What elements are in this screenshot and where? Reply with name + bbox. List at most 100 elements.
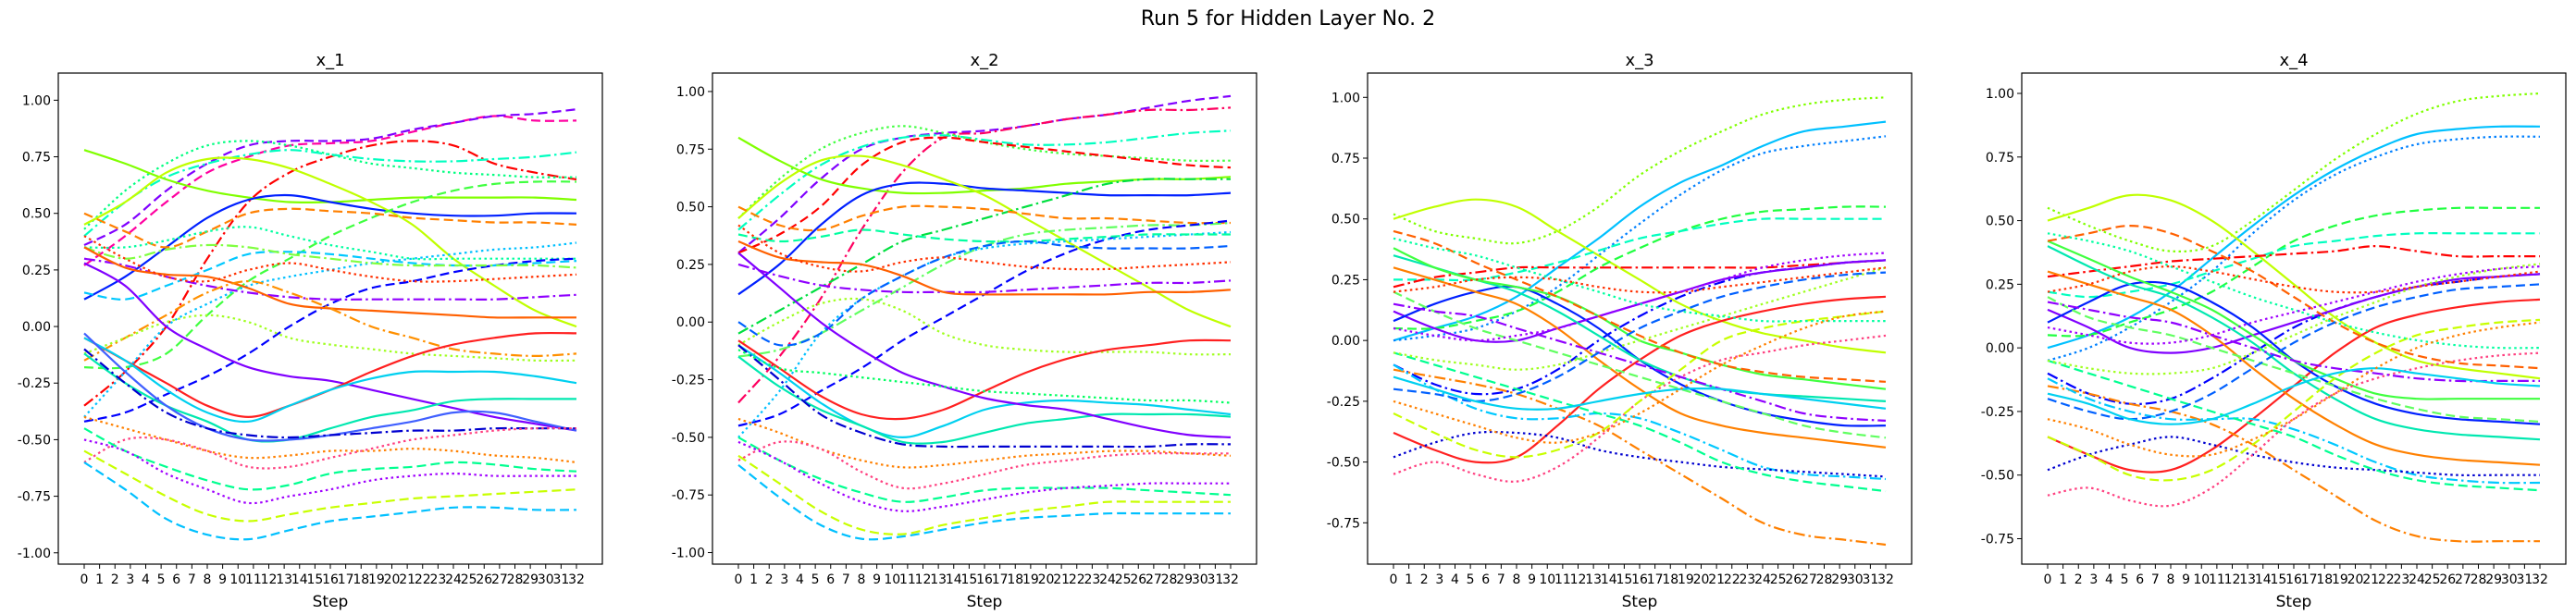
y-tick-label: -0.50 (1981, 469, 2014, 484)
series-line-7 (737, 181, 1232, 296)
y-tick-label: 0.25 (676, 258, 705, 273)
x-tick-label: 6 (2136, 572, 2144, 587)
series-line-4 (737, 125, 1232, 219)
x-tick-label: 17 (992, 572, 1009, 587)
series-line-1 (2047, 92, 2541, 252)
series-line-26 (83, 415, 577, 463)
series-line-30 (737, 349, 1232, 404)
y-tick-label: 0.75 (676, 142, 705, 157)
series-line-22 (83, 337, 577, 424)
y-tick-label: 0.75 (1331, 152, 1360, 166)
series-line-25 (1393, 237, 1886, 323)
series-line-18 (83, 279, 577, 362)
subplot-title: x_3 (1625, 51, 1653, 70)
x-tick-label: 0 (80, 572, 89, 587)
series-line-21 (737, 355, 1232, 445)
x-tick-label: 19 (1022, 572, 1039, 587)
x-tick-label: 30 (538, 572, 554, 587)
x-tick-label: 20 (1693, 572, 1710, 587)
y-tick-label: -0.50 (18, 433, 51, 448)
x-tick-label: 27 (1801, 572, 1817, 587)
series-line-16 (83, 257, 577, 301)
y-tick-label: -0.75 (18, 490, 51, 505)
series-line-9 (83, 180, 577, 370)
y-tick-label: 0.75 (1986, 151, 2014, 166)
x-tick-label: 13 (276, 572, 292, 587)
y-tick-label: 0.00 (1331, 334, 1360, 349)
y-tick-label: 0.25 (1331, 273, 1360, 288)
y-tick-label: -0.50 (1327, 456, 1360, 471)
x-tick-label: 15 (1616, 572, 1632, 587)
x-tick-label: 11 (2209, 572, 2225, 587)
x-tick-label: 3 (126, 572, 134, 587)
y-tick-label: 0.50 (1986, 215, 2014, 229)
x-tick-label: 6 (1481, 572, 1490, 587)
series-line-4 (2047, 193, 2541, 380)
series-line-9 (737, 178, 1231, 335)
y-tick-label: -0.25 (672, 374, 705, 388)
subplot-x_4: x_41.000.750.500.250.00-0.25-0.50-0.750 1… (1981, 51, 2567, 611)
x-tick-label: 31 (2516, 572, 2533, 587)
series-line-20 (83, 262, 577, 432)
x-axis-label: Step (313, 593, 349, 611)
y-tick-label: -1.00 (18, 547, 51, 561)
series-line-15 (83, 243, 577, 269)
y-tick-label: 1.00 (22, 93, 51, 108)
series-line-17 (1393, 430, 1887, 478)
x-tick-label: 3 (780, 572, 788, 587)
series-line-24 (737, 417, 1232, 469)
x-tick-label: 5 (2121, 572, 2129, 587)
x-tick-label: 1 (2059, 572, 2067, 587)
x-tick-label: 16 (976, 572, 993, 587)
x-tick-label: 13 (2239, 572, 2256, 587)
x-tick-label: 8 (1513, 572, 1521, 587)
series-line-30 (1393, 252, 1887, 342)
x-tick-label: 10 (229, 572, 246, 587)
x-tick-label: 15 (2270, 572, 2286, 587)
x-tick-label: 4 (142, 572, 150, 587)
series-line-5 (2047, 206, 2540, 338)
series-line-20 (2047, 296, 2541, 423)
series-line-27 (2047, 264, 2541, 294)
y-tick-label: -0.75 (1981, 532, 2014, 547)
series-line-7 (83, 193, 577, 301)
subplot-x_1: x_1 1.00 0.75 0.50 0.25 0.00 -0.25 -0.50 -0.75 -1… (18, 51, 603, 611)
x-tick-label: 23 (429, 572, 446, 587)
y-tick-label: -1.00 (672, 547, 705, 561)
series-line-13 (2047, 270, 2541, 466)
series-line-7 (1393, 259, 1887, 289)
series-line-6 (2047, 232, 2540, 299)
y-tick-label: -0.25 (1327, 395, 1360, 410)
y-tick-label: 0.50 (676, 201, 705, 215)
series-line-22 (2047, 301, 2540, 383)
series-lines (1393, 96, 1887, 547)
y-tick-label: 0.00 (676, 315, 705, 330)
series-line-29 (2047, 321, 2541, 458)
x-tick-label: 2 (765, 572, 774, 587)
series-line-5 (737, 136, 1232, 254)
series-line-8 (83, 156, 577, 328)
series-line-1 (83, 115, 577, 266)
series-line-20 (1393, 290, 1887, 439)
series-line-18 (737, 297, 1232, 356)
series-line-1 (737, 94, 1232, 254)
x-tick-label: 8 (204, 572, 212, 587)
x-tick-label: 19 (368, 572, 385, 587)
x-tick-label: 22 (415, 572, 431, 587)
series-line-29 (737, 463, 1231, 541)
series-line-24 (1393, 266, 1887, 371)
x-tick-label: 9 (2182, 572, 2190, 587)
x-axis-label: Step (1622, 593, 1658, 611)
series-line-23 (737, 344, 1232, 449)
x-tick-label: 26 (2439, 572, 2456, 587)
x-tick-label: 9 (1528, 572, 1536, 587)
x-tick-label: 23 (1739, 572, 1755, 587)
x-tick-label: 26 (1785, 572, 1802, 587)
x-tick-label: 19 (1678, 572, 1694, 587)
series-line-14 (2047, 240, 2540, 400)
x-tick-label: 20 (1038, 572, 1055, 587)
series-line-4 (1393, 198, 1887, 354)
x-tick-label: 27 (1146, 572, 1162, 587)
y-tick-label: 0.50 (22, 207, 51, 222)
x-tick-label: 18 (1662, 572, 1678, 587)
